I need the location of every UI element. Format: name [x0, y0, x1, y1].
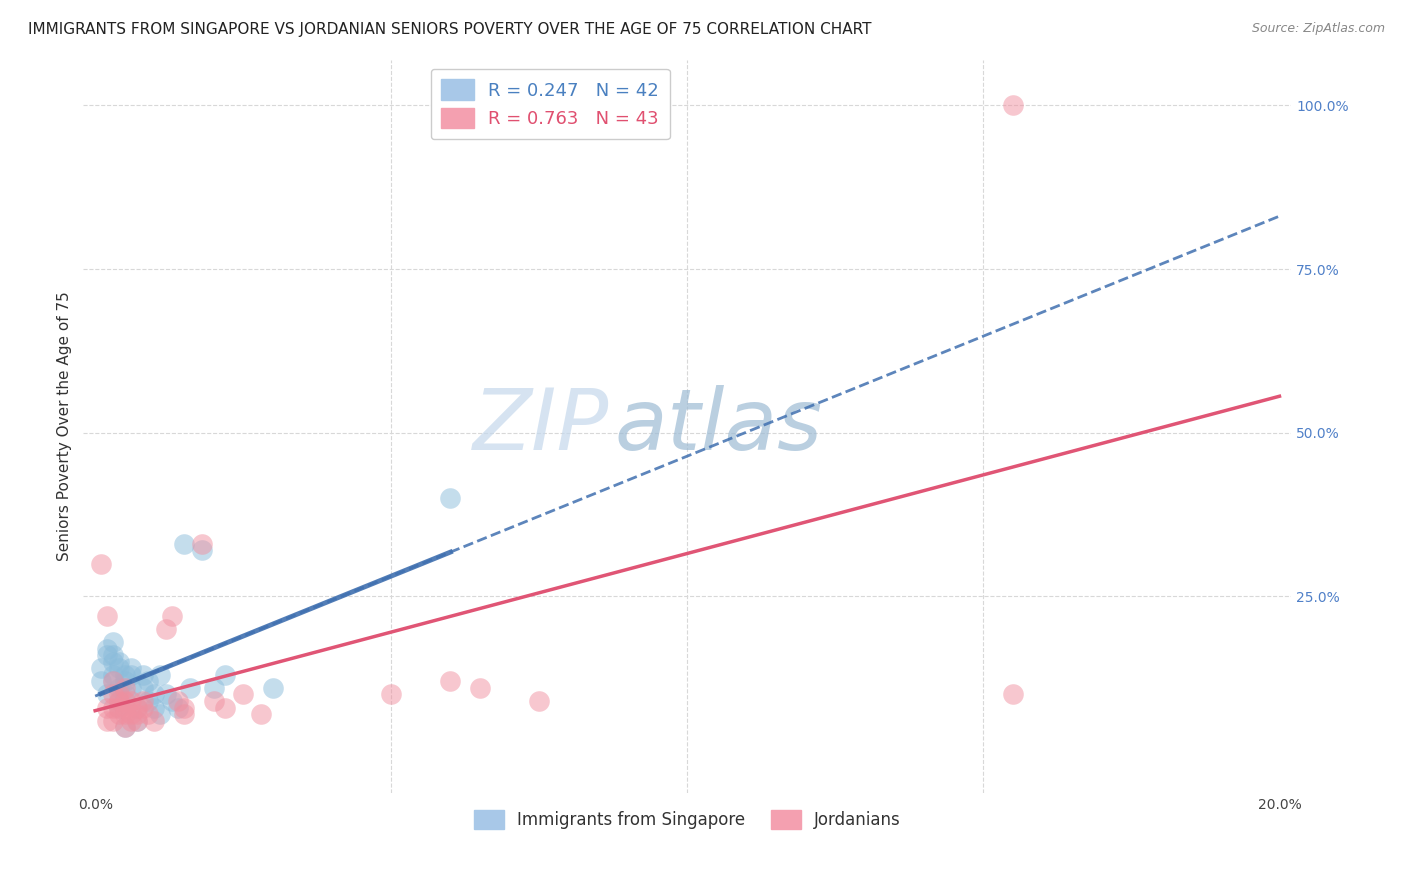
- Point: [114, 681, 136, 695]
- Point: [96, 688, 118, 702]
- Point: [143, 688, 166, 702]
- Point: [96, 700, 118, 714]
- Point: [114, 707, 136, 722]
- Point: [131, 681, 153, 695]
- Point: [101, 674, 124, 689]
- Point: [96, 648, 118, 663]
- Point: [101, 635, 124, 649]
- Point: [1001, 98, 1024, 112]
- Point: [143, 700, 166, 714]
- Point: [108, 655, 131, 669]
- Point: [114, 694, 136, 708]
- Point: [125, 714, 148, 728]
- Point: [143, 714, 166, 728]
- Point: [529, 694, 551, 708]
- Point: [90, 557, 112, 571]
- Point: [101, 688, 124, 702]
- Point: [125, 714, 148, 728]
- Point: [138, 694, 160, 708]
- Point: [101, 674, 124, 689]
- Point: [155, 622, 177, 636]
- Legend: Immigrants from Singapore, Jordanians: Immigrants from Singapore, Jordanians: [467, 803, 907, 836]
- Point: [108, 681, 131, 695]
- Point: [131, 694, 153, 708]
- Point: [120, 661, 142, 675]
- Point: [114, 674, 136, 689]
- Text: atlas: atlas: [614, 384, 823, 467]
- Point: [120, 681, 142, 695]
- Point: [138, 707, 160, 722]
- Text: Source: ZipAtlas.com: Source: ZipAtlas.com: [1251, 22, 1385, 36]
- Point: [120, 668, 142, 682]
- Point: [96, 714, 118, 728]
- Point: [173, 537, 195, 551]
- Point: [90, 674, 112, 689]
- Point: [149, 707, 172, 722]
- Point: [108, 694, 131, 708]
- Point: [120, 714, 142, 728]
- Point: [468, 681, 491, 695]
- Point: [125, 707, 148, 722]
- Point: [160, 694, 183, 708]
- Point: [202, 681, 225, 695]
- Point: [214, 668, 236, 682]
- Point: [101, 714, 124, 728]
- Point: [250, 707, 273, 722]
- Point: [190, 543, 212, 558]
- Point: [179, 681, 201, 695]
- Point: [108, 707, 131, 722]
- Point: [439, 674, 461, 689]
- Point: [167, 694, 190, 708]
- Point: [131, 700, 153, 714]
- Point: [160, 609, 183, 624]
- Point: [108, 661, 131, 675]
- Text: ZIP: ZIP: [472, 384, 609, 467]
- Point: [262, 681, 284, 695]
- Point: [214, 700, 236, 714]
- Point: [173, 700, 195, 714]
- Point: [114, 668, 136, 682]
- Point: [149, 668, 172, 682]
- Point: [108, 688, 131, 702]
- Point: [108, 700, 131, 714]
- Point: [114, 700, 136, 714]
- Y-axis label: Seniors Poverty Over the Age of 75: Seniors Poverty Over the Age of 75: [58, 292, 72, 561]
- Point: [131, 668, 153, 682]
- Point: [101, 648, 124, 663]
- Point: [108, 694, 131, 708]
- Point: [114, 688, 136, 702]
- Point: [202, 694, 225, 708]
- Point: [101, 655, 124, 669]
- Point: [101, 668, 124, 682]
- Point: [96, 609, 118, 624]
- Point: [155, 688, 177, 702]
- Point: [114, 720, 136, 734]
- Point: [108, 700, 131, 714]
- Point: [173, 707, 195, 722]
- Point: [125, 700, 148, 714]
- Point: [190, 537, 212, 551]
- Point: [90, 661, 112, 675]
- Point: [101, 700, 124, 714]
- Point: [120, 694, 142, 708]
- Point: [380, 688, 402, 702]
- Point: [167, 700, 190, 714]
- Point: [114, 720, 136, 734]
- Point: [439, 491, 461, 505]
- Text: IMMIGRANTS FROM SINGAPORE VS JORDANIAN SENIORS POVERTY OVER THE AGE OF 75 CORREL: IMMIGRANTS FROM SINGAPORE VS JORDANIAN S…: [28, 22, 872, 37]
- Point: [125, 700, 148, 714]
- Point: [138, 674, 160, 689]
- Point: [120, 707, 142, 722]
- Point: [1001, 688, 1024, 702]
- Point: [232, 688, 254, 702]
- Point: [96, 641, 118, 656]
